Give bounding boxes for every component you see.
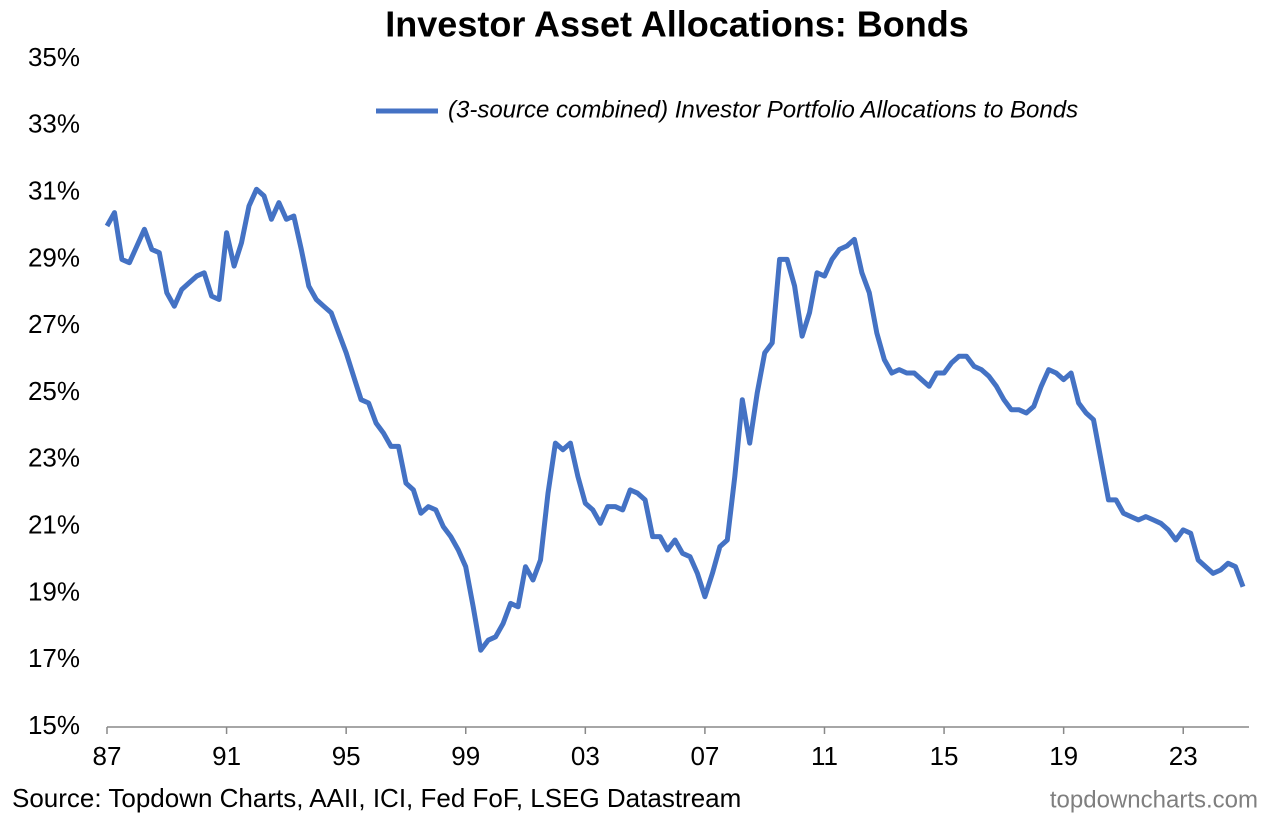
x-tick-label: 15 bbox=[930, 741, 959, 771]
legend-label: (3-source combined) Investor Portfolio A… bbox=[448, 96, 1078, 123]
y-tick-label: 19% bbox=[28, 576, 80, 606]
y-tick-label: 27% bbox=[28, 309, 80, 339]
x-tick-label: 19 bbox=[1049, 741, 1078, 771]
x-tick-label: 95 bbox=[332, 741, 361, 771]
x-tick-label: 99 bbox=[451, 741, 480, 771]
y-tick-label: 21% bbox=[28, 509, 80, 539]
y-tick-label: 31% bbox=[28, 175, 80, 205]
y-tick-label: 35% bbox=[28, 42, 80, 72]
y-tick-label: 15% bbox=[28, 710, 80, 740]
y-tick-label: 17% bbox=[28, 643, 80, 673]
chart-title: Investor Asset Allocations: Bonds bbox=[385, 4, 968, 45]
y-tick-label: 25% bbox=[28, 376, 80, 406]
x-tick-label: 11 bbox=[811, 741, 838, 771]
x-tick-label: 07 bbox=[690, 741, 719, 771]
y-tick-label: 23% bbox=[28, 443, 80, 473]
x-tick-label: 03 bbox=[571, 741, 600, 771]
watermark: topdowncharts.com bbox=[1050, 786, 1258, 813]
source-note: Source: Topdown Charts, AAII, ICI, Fed F… bbox=[12, 783, 741, 813]
y-tick-label: 29% bbox=[28, 242, 80, 272]
x-tick-label: 87 bbox=[93, 741, 122, 771]
x-tick-label: 91 bbox=[212, 741, 241, 771]
x-tick-label: 23 bbox=[1169, 741, 1198, 771]
y-tick-label: 33% bbox=[28, 109, 80, 139]
series-line bbox=[104, 186, 1246, 653]
